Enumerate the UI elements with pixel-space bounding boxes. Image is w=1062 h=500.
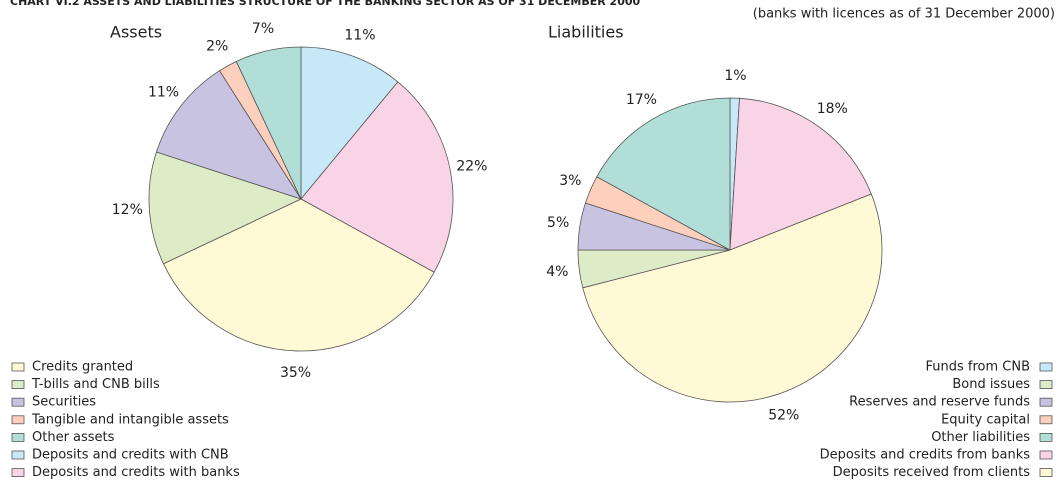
value-label: 11% <box>344 27 375 43</box>
pie-slice <box>582 193 883 403</box>
legend-swatch <box>1039 432 1053 442</box>
legend-label: Deposits received from clients <box>833 465 1031 480</box>
value-label: 3% <box>559 173 581 189</box>
legend-label: Bond issues <box>952 377 1030 392</box>
legend-label: Other liabilities <box>931 430 1030 445</box>
value-label: 1% <box>724 68 746 84</box>
pie-slice <box>729 97 872 251</box>
legend-swatch <box>11 432 25 442</box>
legend-label: Reserves and reserve funds <box>849 395 1030 410</box>
pie-title: Assets <box>110 23 162 42</box>
value-label: 52% <box>768 407 799 423</box>
value-label: 35% <box>280 365 311 381</box>
value-label: 4% <box>546 264 568 280</box>
pie-title: Liabilities <box>548 23 624 42</box>
legend-label: Equity capital <box>941 412 1030 427</box>
value-label: 5% <box>547 215 569 231</box>
legend-swatch <box>1039 450 1053 460</box>
legend-label: Other assets <box>32 430 115 445</box>
legend-swatch <box>11 415 25 425</box>
pie-slice <box>596 97 731 251</box>
pie-slice <box>155 70 302 200</box>
pie-slice <box>148 151 303 265</box>
legend-swatch <box>1039 362 1053 372</box>
legend-swatch <box>1039 380 1053 390</box>
pie-slice <box>300 46 399 201</box>
legend-label: Deposits and credits with banks <box>32 465 240 480</box>
legend-label: Tangible and intangible assets <box>31 412 229 427</box>
pie-slice <box>300 81 454 273</box>
value-label: 18% <box>817 101 848 117</box>
legend-swatch <box>11 450 25 460</box>
legend-swatch <box>11 380 25 390</box>
legend-swatch <box>11 397 25 407</box>
legend-label: Credits granted <box>32 360 133 375</box>
legend-swatch <box>1039 415 1053 425</box>
chart-subtitle: (banks with licences as of 31 December 2… <box>753 7 1055 22</box>
legend-swatch <box>1039 468 1053 478</box>
legend-label: Deposits and credits with CNB <box>32 448 229 463</box>
pie-slice <box>162 198 435 352</box>
pie-slice <box>235 46 302 200</box>
legend-swatch <box>1039 397 1053 407</box>
value-label: 7% <box>252 21 274 37</box>
legend-label: Securities <box>32 395 96 410</box>
legend-swatch <box>11 468 25 478</box>
legend-label: Deposits and credits from banks <box>820 448 1031 463</box>
legend-label: Funds from CNB <box>925 360 1030 375</box>
value-label: 2% <box>206 39 228 55</box>
value-label: 11% <box>148 84 179 100</box>
legend-label: T-bills and CNB bills <box>31 377 160 392</box>
value-label: 17% <box>626 92 657 108</box>
value-label: 22% <box>456 158 487 174</box>
legend-swatch <box>11 362 25 372</box>
chart-title: CHART VI.2 ASSETS AND LIABILITIES STRUCT… <box>10 0 641 8</box>
value-label: 12% <box>112 202 143 218</box>
